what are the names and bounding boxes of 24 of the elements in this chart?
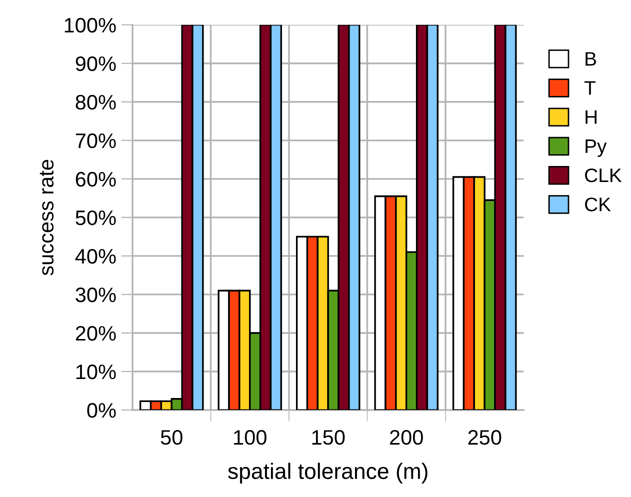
y-tick-label: 90%: [76, 56, 116, 72]
x-tick-label: 50: [160, 430, 182, 445]
y-tick-label: 60%: [76, 172, 116, 187]
y-tick-label: 30%: [76, 287, 116, 302]
y-tick-label: 70%: [76, 133, 116, 148]
legend-label: B: [586, 52, 596, 66]
x-tick-label: 200: [390, 430, 423, 445]
y-tick-label: 40%: [75, 248, 116, 264]
y-tick-label: 80%: [76, 94, 116, 110]
x-tick-label: 150: [312, 430, 345, 445]
x-tick-label: 100: [234, 430, 266, 445]
x-tick-label: 250: [468, 430, 502, 445]
y-tick-label: 0%: [87, 403, 116, 418]
y-axis-title: success rate: [40, 160, 54, 276]
legend-label: H: [586, 110, 597, 124]
legend-label: CK: [585, 198, 611, 212]
y-tick-label: 50%: [76, 210, 116, 226]
legend-label: CLK: [585, 168, 622, 182]
y-tick-label: 20%: [76, 326, 116, 341]
legend-label: Py: [586, 140, 607, 157]
y-tick-label: 10%: [76, 364, 116, 380]
y-tick-label: 100%: [64, 18, 116, 33]
x-axis-title: spatial tolerance (m): [228, 462, 428, 484]
legend-label: T: [584, 81, 596, 95]
